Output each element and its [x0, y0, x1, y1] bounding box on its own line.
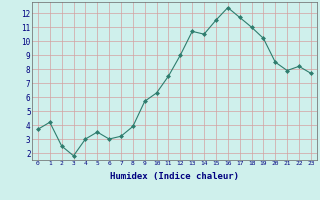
X-axis label: Humidex (Indice chaleur): Humidex (Indice chaleur)	[110, 172, 239, 181]
